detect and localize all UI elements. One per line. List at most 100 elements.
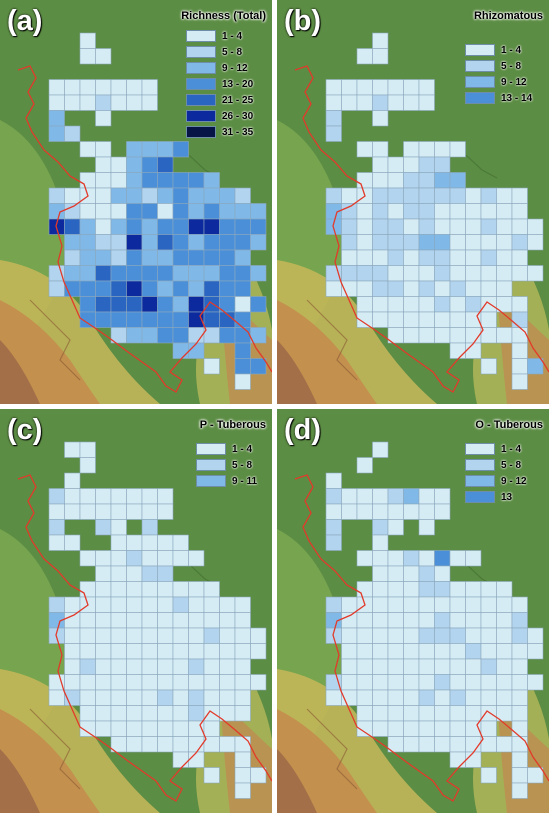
grid-cell: [110, 187, 127, 204]
grid-cell: [403, 488, 420, 505]
grid-cell: [157, 249, 174, 266]
grid-cell: [387, 596, 404, 613]
legend-swatch: [196, 459, 226, 471]
grid-cell: [157, 674, 174, 691]
legend-swatch: [465, 491, 495, 503]
grid-cell: [234, 782, 251, 799]
grid-cell: [95, 565, 112, 582]
grid-cell: [157, 550, 174, 567]
legend-item: 31 - 35: [186, 124, 253, 140]
legend-label: 5 - 8: [232, 459, 253, 471]
grid-cell: [387, 720, 404, 737]
grid-cell: [480, 218, 497, 235]
grid-cell: [496, 674, 513, 691]
grid-cell: [496, 187, 513, 204]
grid-cell: [48, 94, 65, 111]
legend-item: 5 - 8: [196, 457, 257, 473]
grid-cell: [356, 203, 373, 220]
grid-cell: [48, 488, 65, 505]
grid-cell: [48, 187, 65, 204]
grid-cell: [64, 94, 81, 111]
grid-cell: [511, 373, 528, 390]
grid-cell: [403, 234, 420, 251]
grid-cell: [387, 503, 404, 520]
grid-cell: [434, 234, 451, 251]
grid-cell: [403, 172, 420, 189]
grid-cell: [141, 296, 158, 313]
grid-cell: [188, 658, 205, 675]
grid-cell: [480, 234, 497, 251]
grid-cell: [449, 627, 466, 644]
grid-cell: [172, 751, 189, 768]
grid-cell: [372, 156, 389, 173]
legend-label: 9 - 12: [222, 62, 248, 74]
grid-cell: [126, 503, 143, 520]
region-border: [294, 474, 549, 802]
grid-cell: [434, 141, 451, 158]
grid-cell: [79, 79, 96, 96]
grid-cell: [234, 280, 251, 297]
grid-cell: [341, 658, 358, 675]
legend-label: 13 - 14: [501, 92, 533, 104]
grid-cell: [356, 296, 373, 313]
grid-cell: [480, 767, 497, 784]
grid-cell: [172, 658, 189, 675]
grid-cell: [110, 234, 127, 251]
grid-cell: [325, 519, 342, 536]
legend-label: 13: [501, 491, 513, 503]
grid-cell: [372, 296, 389, 313]
grid-cell: [79, 488, 96, 505]
grid-cell: [157, 503, 174, 520]
grid-cell: [356, 658, 373, 675]
grid-cell: [511, 720, 528, 737]
grid-cell: [356, 79, 373, 96]
grid-cell: [449, 643, 466, 660]
grid-cell: [157, 736, 174, 753]
grid-cell: [434, 674, 451, 691]
grid-cell: [511, 627, 528, 644]
grid-cell: [157, 612, 174, 629]
grid-cell: [434, 643, 451, 660]
grid-cell: [250, 218, 267, 235]
grid-cell: [449, 187, 466, 204]
legend-swatch: [465, 92, 495, 104]
grid-cell: [157, 141, 174, 158]
grid-cell: [126, 488, 143, 505]
legend-item: 5 - 8: [465, 58, 532, 74]
grid-cell: [188, 234, 205, 251]
grid-cell: [157, 581, 174, 598]
grid-cell: [234, 218, 251, 235]
grid-cell: [79, 203, 96, 220]
grid-cell: [372, 643, 389, 660]
grid-cell: [325, 674, 342, 691]
grid-cell: [172, 327, 189, 344]
region-border: [17, 65, 272, 393]
legend-item: 26 - 30: [186, 108, 253, 124]
grid-cell: [434, 612, 451, 629]
legend-label: 1 - 4: [222, 30, 243, 42]
legend-label: 5 - 8: [501, 459, 522, 471]
grid-cell: [496, 658, 513, 675]
grid-cell: [203, 612, 220, 629]
grid-cell: [48, 519, 65, 536]
grid-cell: [157, 327, 174, 344]
grid-cell: [219, 658, 236, 675]
grid-cell: [496, 265, 513, 282]
legend-swatch: [465, 44, 495, 56]
legend-swatch: [465, 60, 495, 72]
grid-cell: [341, 79, 358, 96]
grid-cell: [79, 32, 96, 49]
grid-cell: [234, 373, 251, 390]
grid-cell: [141, 94, 158, 111]
grid-cell: [203, 767, 220, 784]
grid-cell: [449, 141, 466, 158]
grid-cell: [449, 218, 466, 235]
grid-cell: [403, 249, 420, 266]
grid-cell: [480, 643, 497, 660]
grid-cell: [418, 327, 435, 344]
grid-cell: [387, 79, 404, 96]
grid-cell: [418, 234, 435, 251]
grid-cell: [465, 689, 482, 706]
grid-cell: [511, 218, 528, 235]
grid-cell: [64, 79, 81, 96]
